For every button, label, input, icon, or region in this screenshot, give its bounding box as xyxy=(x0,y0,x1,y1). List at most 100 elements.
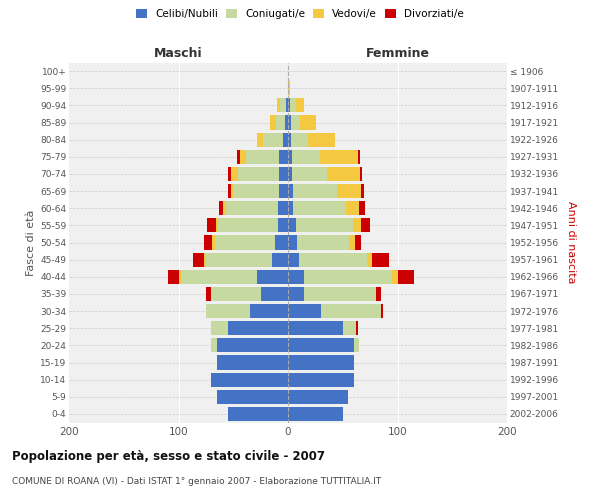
Bar xyxy=(277,98,280,112)
Bar xyxy=(193,252,203,266)
Bar xyxy=(381,304,383,318)
Bar xyxy=(223,201,226,215)
Bar xyxy=(367,252,373,266)
Text: Femmine: Femmine xyxy=(365,47,430,60)
Bar xyxy=(299,252,367,266)
Bar xyxy=(233,184,279,198)
Bar xyxy=(291,132,308,146)
Bar xyxy=(179,270,181,284)
Bar xyxy=(263,132,283,146)
Bar xyxy=(272,252,288,266)
Bar xyxy=(296,218,353,232)
Bar xyxy=(288,407,343,421)
Bar xyxy=(257,270,288,284)
Bar xyxy=(228,321,288,335)
Bar xyxy=(217,390,288,404)
Bar xyxy=(228,184,231,198)
Bar xyxy=(304,270,392,284)
Bar xyxy=(291,116,300,130)
Bar xyxy=(343,321,356,335)
Bar xyxy=(211,321,228,335)
Y-axis label: Anni di nascita: Anni di nascita xyxy=(566,201,575,284)
Bar xyxy=(236,150,240,164)
Bar xyxy=(288,270,304,284)
Bar xyxy=(300,116,316,130)
Bar xyxy=(257,132,263,146)
Bar xyxy=(304,287,376,301)
Bar xyxy=(288,252,299,266)
Bar xyxy=(206,252,272,266)
Bar xyxy=(355,236,361,250)
Bar xyxy=(219,201,223,215)
Bar xyxy=(361,218,370,232)
Bar xyxy=(288,132,291,146)
Bar xyxy=(181,270,257,284)
Bar xyxy=(286,98,288,112)
Bar xyxy=(337,184,361,198)
Bar xyxy=(288,116,291,130)
Legend: Celibi/Nubili, Coniugati/e, Vedovi/e, Divorziati/e: Celibi/Nubili, Coniugati/e, Vedovi/e, Di… xyxy=(132,5,468,24)
Bar xyxy=(320,150,358,164)
Bar xyxy=(217,338,288,352)
Bar xyxy=(226,201,278,215)
Bar xyxy=(358,150,360,164)
Bar xyxy=(288,98,290,112)
Bar xyxy=(211,338,217,352)
Bar xyxy=(321,304,381,318)
Bar xyxy=(278,218,288,232)
Bar xyxy=(346,201,359,215)
Bar xyxy=(328,167,360,181)
Bar xyxy=(279,167,288,181)
Bar xyxy=(288,218,296,232)
Bar xyxy=(206,304,250,318)
Bar xyxy=(217,356,288,370)
Bar xyxy=(216,218,218,232)
Bar xyxy=(361,184,364,198)
Bar xyxy=(288,372,354,386)
Bar xyxy=(275,236,288,250)
Bar xyxy=(292,150,320,164)
Bar xyxy=(283,132,288,146)
Bar xyxy=(231,184,233,198)
Text: Popolazione per età, sesso e stato civile - 2007: Popolazione per età, sesso e stato civil… xyxy=(12,450,325,463)
Y-axis label: Fasce di età: Fasce di età xyxy=(26,210,36,276)
Bar xyxy=(278,201,288,215)
Bar xyxy=(398,270,414,284)
Bar xyxy=(206,287,211,301)
Bar xyxy=(276,116,285,130)
Bar xyxy=(308,132,335,146)
Bar xyxy=(288,201,293,215)
Bar xyxy=(203,252,206,266)
Bar xyxy=(250,304,288,318)
Bar xyxy=(167,270,179,284)
Bar xyxy=(354,338,359,352)
Bar xyxy=(288,81,290,95)
Bar xyxy=(376,287,381,301)
Bar xyxy=(231,167,238,181)
Bar xyxy=(211,287,260,301)
Bar xyxy=(288,287,304,301)
Bar xyxy=(238,167,279,181)
Bar xyxy=(288,236,297,250)
Bar xyxy=(360,167,362,181)
Bar xyxy=(207,218,216,232)
Bar xyxy=(373,252,389,266)
Bar xyxy=(240,150,247,164)
Bar xyxy=(353,218,361,232)
Bar xyxy=(359,201,365,215)
Bar xyxy=(228,407,288,421)
Bar xyxy=(280,98,286,112)
Bar xyxy=(211,372,288,386)
Bar xyxy=(293,201,346,215)
Bar xyxy=(285,116,288,130)
Text: Maschi: Maschi xyxy=(154,47,203,60)
Bar xyxy=(288,184,293,198)
Bar xyxy=(288,321,343,335)
Bar xyxy=(356,321,358,335)
Bar xyxy=(203,236,212,250)
Text: COMUNE DI ROANA (VI) - Dati ISTAT 1° gennaio 2007 - Elaborazione TUTTITALIA.IT: COMUNE DI ROANA (VI) - Dati ISTAT 1° gen… xyxy=(12,478,381,486)
Bar xyxy=(228,167,231,181)
Bar xyxy=(260,287,288,301)
Bar xyxy=(288,167,292,181)
Bar xyxy=(247,150,279,164)
